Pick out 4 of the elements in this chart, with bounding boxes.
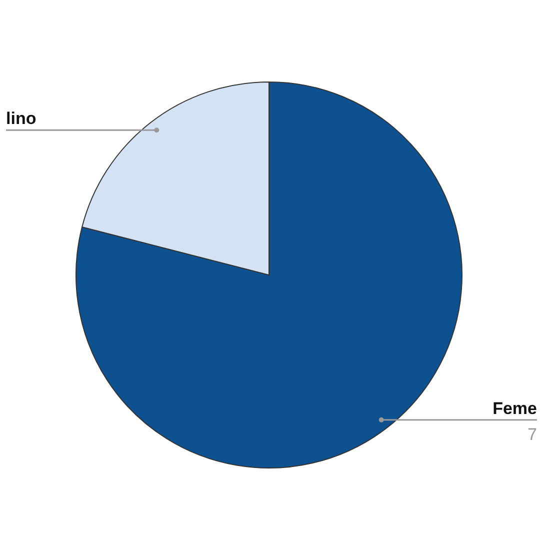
- slice-label: lino: [6, 109, 36, 128]
- text: 7: [528, 424, 537, 444]
- slice-label: Feme: [492, 398, 537, 418]
- pie-slice: [76, 82, 462, 468]
